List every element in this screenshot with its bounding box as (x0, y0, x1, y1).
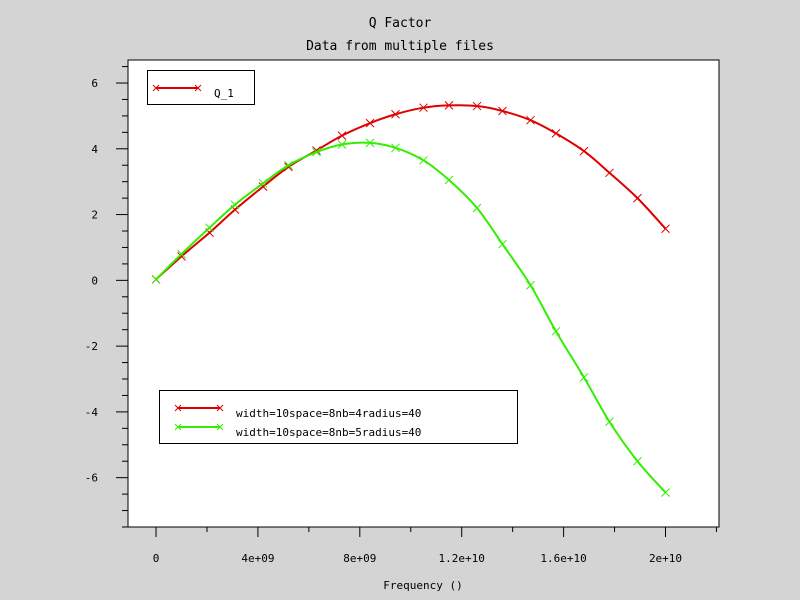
data-point-marker (526, 115, 535, 125)
x-tick-label: 1.2e+10 (439, 552, 485, 565)
data-point-marker (177, 251, 186, 261)
data-point-marker (230, 200, 240, 210)
data-point-marker (444, 101, 454, 110)
data-point-marker (498, 239, 507, 249)
top-legend: Q_1 (147, 70, 255, 105)
data-point-marker (205, 223, 214, 233)
series-group (151, 101, 670, 497)
data-point-marker (579, 146, 589, 156)
y-tick-label: 2 (91, 209, 98, 222)
x-axis-label: Frequency () (383, 579, 462, 592)
x-tick-label: 2e+10 (649, 552, 682, 565)
data-point-marker (498, 106, 507, 116)
legend-entry-1: width=10space=8nb=4radius=40 (236, 407, 422, 420)
data-point-marker (605, 417, 614, 427)
data-point-marker (365, 118, 375, 128)
data-point-marker (661, 488, 670, 497)
y-tick-label: 6 (91, 77, 98, 90)
chart-title: Q Factor (368, 16, 432, 31)
data-point-marker (605, 168, 614, 178)
plot-area (127, 59, 720, 528)
data-point-marker (419, 103, 428, 113)
data-point-marker (472, 203, 482, 213)
data-point-marker (526, 280, 535, 290)
data-point-marker (551, 326, 561, 336)
y-tick-label: 4 (91, 143, 98, 156)
x-axis: 0 4e+09 8e+09 1.2e+10 1.6e+10 2e+10 (153, 527, 717, 565)
data-point-marker (177, 249, 186, 259)
data-point-marker (579, 373, 589, 382)
data-point-marker (312, 147, 321, 157)
data-point-marker (258, 182, 268, 191)
x-tick-label: 8e+09 (343, 552, 376, 565)
data-point-marker (391, 143, 400, 153)
top-legend-label: Q_1 (214, 87, 234, 100)
data-point-marker (661, 224, 670, 234)
top-legend-swatch (152, 84, 202, 92)
data-point-marker (444, 175, 454, 185)
data-point-marker (633, 193, 642, 203)
series-legend: width=10space=8nb=4radius=40 width=10spa… (159, 390, 518, 444)
data-point-marker (151, 275, 161, 284)
y-tick-label: -4 (85, 406, 99, 419)
data-point-marker (337, 140, 347, 149)
data-point-marker (391, 109, 400, 119)
x-tick-label: 0 (153, 552, 160, 565)
data-point-marker (365, 138, 375, 148)
data-point-marker (419, 155, 428, 165)
chart-subtitle: Data from multiple files (306, 39, 494, 54)
y-tick-label: 0 (91, 274, 98, 287)
x-tick-label: 1.6e+10 (540, 552, 586, 565)
data-point-marker (551, 128, 561, 138)
data-point-marker (472, 101, 482, 111)
data-point-marker (258, 178, 268, 188)
y-tick-label: -6 (85, 472, 98, 485)
y-tick-label: -2 (85, 340, 98, 353)
data-point-marker (337, 131, 347, 140)
data-point-marker (633, 456, 642, 466)
x-tick-label: 4e+09 (241, 552, 274, 565)
y-axis: -6 -4 -2 0 2 4 6 (85, 66, 128, 528)
data-point-marker (284, 160, 293, 170)
legend-entry-2: width=10space=8nb=5radius=40 (236, 426, 422, 439)
series-legend-swatches (174, 404, 224, 431)
